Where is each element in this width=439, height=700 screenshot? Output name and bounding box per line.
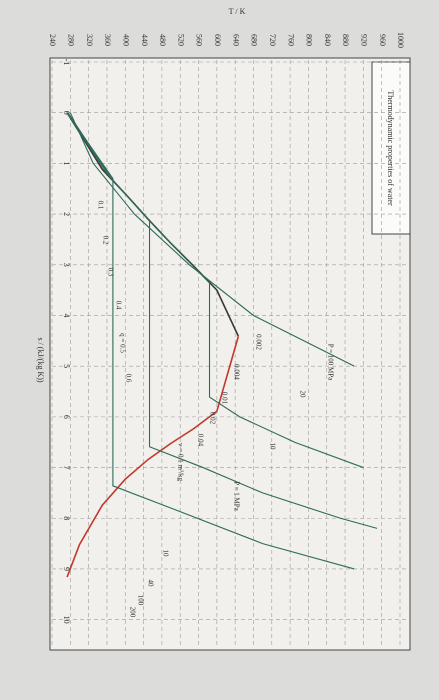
y-tick-label: 240 [48,34,57,46]
annotation: 0.01 [220,392,228,405]
y-tick-label: 1000 [396,32,405,48]
annotation: 10 [161,550,169,558]
y-tick-label: 920 [360,34,369,46]
annotation: q = 0.5 [118,333,126,353]
annotation: 10 [268,443,276,451]
annotation: 40 [146,580,154,588]
plot-frame [49,57,411,651]
y-tick-label: 880 [341,34,350,46]
annotation: 0.4 [114,301,122,310]
y-tick-label: 360 [103,34,112,46]
y-tick-label: 320 [85,34,94,46]
series-line [69,112,355,367]
x-tick-label: 0 [62,111,71,115]
y-tick-label: 840 [323,34,332,46]
title-box [371,61,411,235]
y-tick-label: 640 [231,34,240,46]
annotation: v = 0.1 m³/kg [176,443,184,481]
y-tick-label: 800 [305,34,314,46]
y-axis-label: T / K [229,7,246,16]
annotation: 0.1 [96,201,104,210]
annotation: 100 [136,595,144,606]
y-tick-label: 520 [176,34,185,46]
annotation: 0.002 [254,334,262,350]
series-line [66,336,240,578]
x-tick-label: 7 [62,466,71,470]
annotation: P = 1 MPa [232,481,240,511]
x-axis-label: s / (kJ/(kg K)) [36,337,45,382]
annotation: 0.3 [106,268,114,277]
annotation: 20 [298,391,306,399]
x-tick-label: 1 [62,161,71,165]
y-tick-label: 760 [286,34,295,46]
annotation: 200 [128,607,136,618]
series-line [66,112,378,529]
x-tick-label: 6 [62,415,71,419]
x-tick-label: 9 [62,567,71,571]
annotation: P = 100 MPa [326,344,334,381]
x-tick-label: 8 [62,516,71,520]
annotation: 0.2 [101,236,109,245]
y-tick-label: 600 [213,34,222,46]
chart-title: Thermodynamic properties of water [386,90,395,206]
y-tick-label: 440 [140,34,149,46]
annotation: 0.004 [232,364,240,380]
x-tick-label: 3 [62,263,71,267]
series-line [66,112,355,570]
x-tick-label: 4 [62,313,71,317]
x-tick-label: 2 [62,212,71,216]
y-tick-label: 560 [195,34,204,46]
x-tick-label: -1 [62,59,71,66]
y-tick-label: 960 [378,34,387,46]
annotation: 0.02 [208,412,216,425]
y-tick-label: 680 [250,34,259,46]
y-tick-label: 720 [268,34,277,46]
y-tick-label: 280 [66,34,75,46]
x-tick-label: 5 [62,364,71,368]
x-tick-label: 10 [62,616,71,624]
annotation: 0.04 [196,434,204,447]
y-tick-label: 400 [121,34,130,46]
annotation: 0.6 [124,374,132,383]
y-tick-label: 480 [158,34,167,46]
